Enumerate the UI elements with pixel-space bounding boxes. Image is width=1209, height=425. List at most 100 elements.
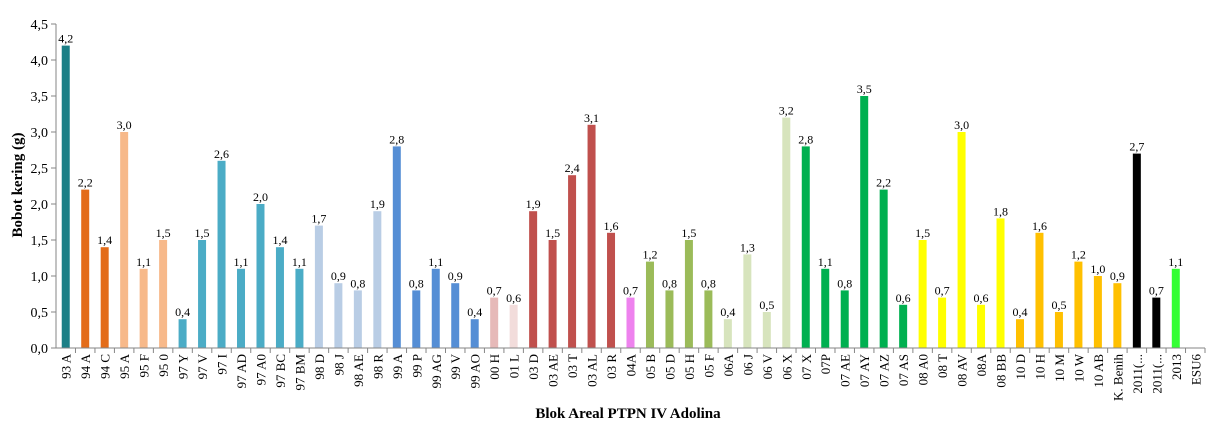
category-label: 03 R	[604, 354, 619, 379]
bar	[373, 211, 382, 348]
category-label: 06 J	[740, 354, 755, 375]
bar	[1074, 261, 1083, 348]
bar	[996, 218, 1005, 348]
bar	[431, 268, 440, 348]
category-label: 10 AB	[1091, 354, 1106, 388]
bar	[665, 290, 674, 348]
category-label: 2011(...	[1149, 354, 1164, 394]
bar	[1054, 312, 1063, 348]
data-label: 1,5	[545, 226, 560, 240]
bar	[139, 268, 148, 348]
category-label: 99 V	[448, 353, 463, 379]
category-label: 2011(...	[1130, 354, 1145, 394]
category-label: 10 D	[1013, 354, 1028, 380]
category-label: 10 M	[1052, 354, 1067, 382]
category-label: 93 A	[59, 353, 74, 379]
bar	[198, 240, 207, 348]
bar	[645, 261, 654, 348]
category-label: 05 B	[643, 354, 658, 379]
data-label: 3,2	[779, 104, 794, 118]
category-label: 03 T	[565, 354, 580, 378]
category-label: 07 AE	[838, 354, 853, 387]
bar	[1035, 232, 1044, 348]
data-label: 1,4	[272, 233, 287, 247]
data-label: 0,4	[720, 305, 735, 319]
data-label: 1,1	[818, 255, 833, 269]
category-label: 99 AO	[468, 354, 483, 388]
data-label: 2,8	[798, 132, 813, 146]
bar	[490, 297, 499, 348]
category-label: 97 BC	[273, 354, 288, 388]
data-label: 0,4	[175, 305, 190, 319]
bar	[392, 146, 401, 348]
bar	[1171, 268, 1180, 348]
category-label: 95 0	[156, 354, 171, 377]
data-label: 0,7	[935, 284, 950, 298]
data-label: 2,8	[389, 132, 404, 146]
category-label: 97 I	[215, 354, 230, 375]
category-label: 07 AY	[857, 353, 872, 387]
category-label: ESU6	[1188, 354, 1203, 386]
data-label: 1,6	[1032, 219, 1047, 233]
category-label: 08 AV	[955, 353, 970, 386]
bar	[607, 232, 616, 348]
data-label: 1,1	[1168, 255, 1183, 269]
data-label: 0,8	[662, 276, 677, 290]
bar	[743, 254, 752, 348]
bar	[237, 268, 246, 348]
category-label: 07P	[818, 354, 833, 374]
bar	[1093, 276, 1102, 348]
bar	[529, 211, 538, 348]
category-label: 98 AE	[351, 354, 366, 387]
data-label: 1,5	[915, 226, 930, 240]
bar	[587, 124, 596, 348]
bar	[860, 96, 869, 348]
bar	[704, 290, 713, 348]
bar	[178, 319, 187, 348]
bar	[723, 319, 732, 348]
bar	[1015, 319, 1024, 348]
data-label: 2,0	[253, 190, 268, 204]
bar	[782, 117, 791, 348]
category-label: 08A	[974, 353, 989, 376]
bar	[412, 290, 421, 348]
category-label: 99 A	[390, 353, 405, 379]
category-label: 05 H	[682, 354, 697, 380]
bar	[353, 290, 362, 348]
data-label: 1,8	[993, 204, 1008, 218]
data-label: 0,8	[837, 276, 852, 290]
data-label: 0,9	[448, 269, 463, 283]
bar	[470, 319, 479, 348]
y-axis-ticks: 0,0 0,5 1,0 1,5 2,0 2,5 3,0 3,5 4,0 4,5	[31, 18, 56, 357]
category-label: 99 AG	[429, 354, 444, 388]
category-label: 2013	[1169, 354, 1184, 380]
data-label: 1,1	[428, 255, 443, 269]
y-tick-label: 1,5	[31, 234, 49, 249]
data-label: 0,4	[1012, 305, 1027, 319]
data-label: 0,8	[350, 276, 365, 290]
bar	[840, 290, 849, 348]
category-label: 94 C	[98, 354, 113, 379]
data-label: 0,5	[1051, 298, 1066, 312]
data-label: 0,7	[623, 284, 638, 298]
category-label: 98 R	[370, 354, 385, 379]
bar	[899, 304, 908, 348]
data-label: 1,5	[195, 226, 210, 240]
category-label: 97 V	[195, 353, 210, 379]
data-label: 0,6	[896, 291, 911, 305]
category-label: 07 AZ	[877, 354, 892, 387]
data-label: 1,1	[234, 255, 249, 269]
bar	[626, 297, 635, 348]
category-label: K. Benih	[1110, 354, 1125, 401]
category-label: 03 AE	[546, 354, 561, 387]
category-label: 00 H	[487, 354, 502, 380]
data-label: 0,6	[506, 291, 521, 305]
bar	[568, 175, 577, 348]
bar	[1152, 297, 1161, 348]
data-label: 2,4	[565, 161, 580, 175]
y-tick-label: 4,5	[31, 18, 49, 33]
category-label: 95 F	[137, 354, 152, 377]
bar	[451, 283, 460, 348]
data-label: 1,4	[97, 233, 112, 247]
